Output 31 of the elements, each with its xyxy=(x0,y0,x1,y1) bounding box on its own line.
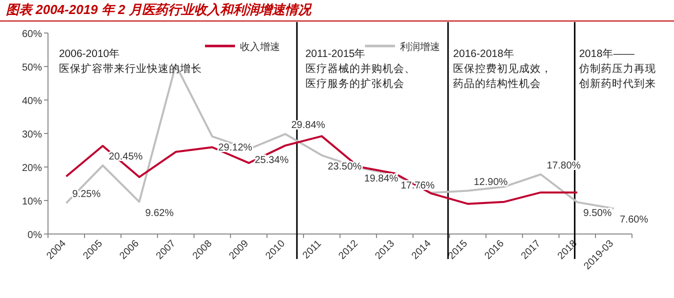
data-label: 23.50% xyxy=(328,161,362,172)
data-label: 9.25% xyxy=(72,189,101,200)
y-tick-label: 10% xyxy=(22,196,42,208)
annotation: 医保控费初见成效， xyxy=(453,62,552,75)
y-tick-label: 50% xyxy=(22,62,42,74)
annotation: 2011-2015年 xyxy=(305,48,366,60)
annotation: 仿制药压力再现 xyxy=(578,62,656,75)
chart-title: 图表 2004-2019 年 2 月医药行业收入和利润增速情况 xyxy=(6,2,312,17)
y-tick-label: 60% xyxy=(22,29,42,40)
data-label: 12.90% xyxy=(474,176,508,188)
data-label: 9.50% xyxy=(583,208,612,220)
annotation: 2016-2018年 xyxy=(453,48,514,60)
y-tick-label: 40% xyxy=(22,96,42,107)
y-tick-label: 0% xyxy=(28,230,42,241)
annotation: 创新药时代到来 xyxy=(579,77,656,90)
data-label: 7.60% xyxy=(620,214,648,226)
annotation: 2006-2010年 xyxy=(58,48,120,60)
data-label: 19.84% xyxy=(364,174,398,185)
data-label: 9.62% xyxy=(145,208,174,219)
y-tick-label: 20% xyxy=(22,163,42,174)
annotation: 药品的结构性机会 xyxy=(453,77,542,90)
legend-label: 收入增速 xyxy=(240,41,280,53)
annotation: 医疗器械的并购机会、 xyxy=(305,62,416,75)
line-series xyxy=(65,135,578,205)
annotation: 医疗服务的扩张机会 xyxy=(305,77,404,90)
y-tick-label: 30% xyxy=(22,130,42,140)
annotation: 2018年—— xyxy=(579,48,635,60)
data-label: 25.34% xyxy=(254,155,289,166)
legend-label: 利润增速 xyxy=(400,41,440,53)
data-label: 29.12% xyxy=(218,142,252,154)
annotation: 医保扩容带来行业快速的增长 xyxy=(58,62,202,75)
